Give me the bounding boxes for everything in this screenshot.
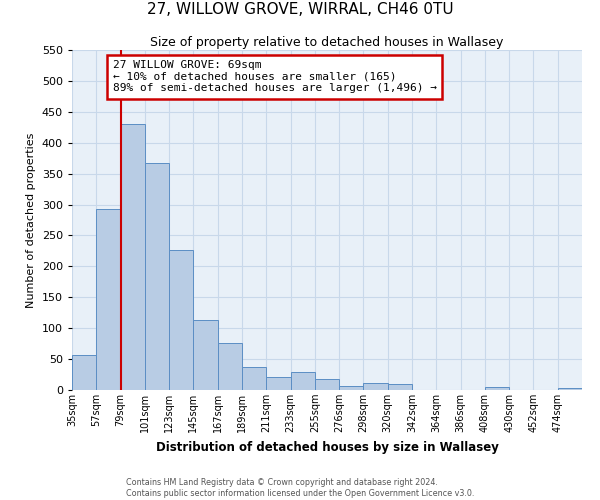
Bar — [266, 377, 290, 390]
Text: 27 WILLOW GROVE: 69sqm
← 10% of detached houses are smaller (165)
89% of semi-de: 27 WILLOW GROVE: 69sqm ← 10% of detached… — [113, 60, 437, 94]
Bar — [72, 355, 96, 390]
Bar — [315, 379, 339, 390]
Bar — [485, 387, 509, 390]
Bar — [193, 320, 218, 390]
Bar — [339, 386, 364, 390]
Bar — [121, 124, 145, 390]
Bar — [388, 384, 412, 390]
Text: 27, WILLOW GROVE, WIRRAL, CH46 0TU: 27, WILLOW GROVE, WIRRAL, CH46 0TU — [146, 2, 454, 18]
Bar — [218, 343, 242, 390]
X-axis label: Distribution of detached houses by size in Wallasey: Distribution of detached houses by size … — [155, 440, 499, 454]
Bar — [558, 388, 582, 390]
Title: Size of property relative to detached houses in Wallasey: Size of property relative to detached ho… — [151, 36, 503, 49]
Bar — [290, 372, 315, 390]
Bar — [169, 250, 193, 390]
Y-axis label: Number of detached properties: Number of detached properties — [26, 132, 36, 308]
Bar — [242, 366, 266, 390]
Text: Contains HM Land Registry data © Crown copyright and database right 2024.
Contai: Contains HM Land Registry data © Crown c… — [126, 478, 474, 498]
Bar — [364, 383, 388, 390]
Bar — [96, 209, 121, 390]
Bar — [145, 162, 169, 390]
